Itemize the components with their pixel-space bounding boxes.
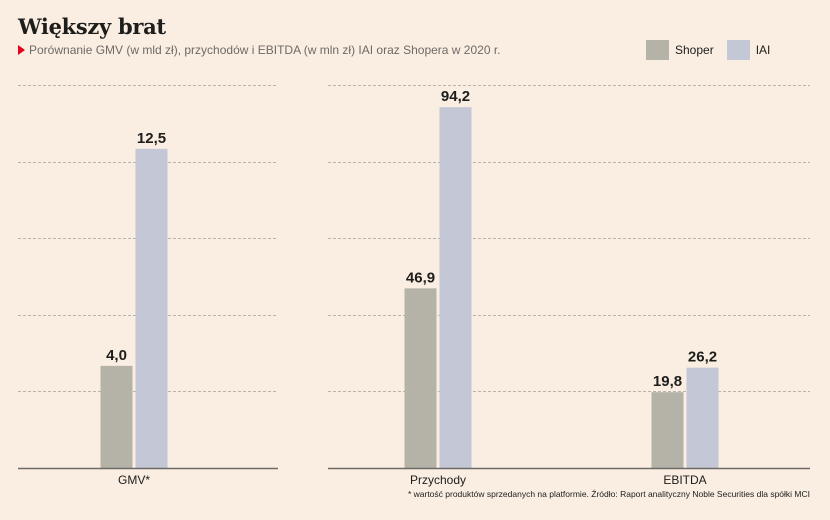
category-label: GMV* (118, 473, 150, 487)
data-label-iai-gmv: 12,5 (137, 130, 166, 147)
bar-shoper-ebitda (651, 392, 684, 468)
legend-label-shoper: Shoper (675, 43, 714, 57)
bar-iai-ebitda (686, 367, 719, 468)
legend-item-shoper: Shoper (646, 40, 714, 60)
legend: Shoper IAI (646, 40, 783, 60)
legend-swatch-iai (726, 40, 750, 60)
chart-title: Większy brat (18, 14, 166, 39)
data-label-iai-przychody: 94,2 (441, 88, 470, 105)
data-label-shoper-ebitda: 19,8 (653, 373, 682, 390)
bar-iai-gmv (135, 148, 168, 469)
bar-shoper-gmv (100, 365, 133, 468)
bar-shoper-przychody (404, 288, 437, 468)
subtitle-text: Porównanie GMV (w mld zł), przychodów i … (29, 43, 501, 57)
legend-label-iai: IAI (755, 43, 771, 57)
category-label: EBITDA (663, 473, 706, 487)
red-triangle-icon (18, 45, 25, 55)
data-label-shoper-przychody: 46,9 (406, 269, 435, 286)
data-label-iai-ebitda: 26,2 (688, 349, 717, 366)
bar-iai-przychody (439, 107, 472, 469)
footnote: * wartość produktów sprzedanych na platf… (407, 489, 810, 499)
category-label: Przychody (410, 473, 466, 487)
data-label-shoper-gmv: 4,0 (106, 347, 127, 364)
legend-item-iai: IAI (726, 40, 771, 60)
legend-swatch-shoper (646, 40, 669, 60)
chart-subtitle: Porównanie GMV (w mld zł), przychodów i … (18, 43, 501, 57)
